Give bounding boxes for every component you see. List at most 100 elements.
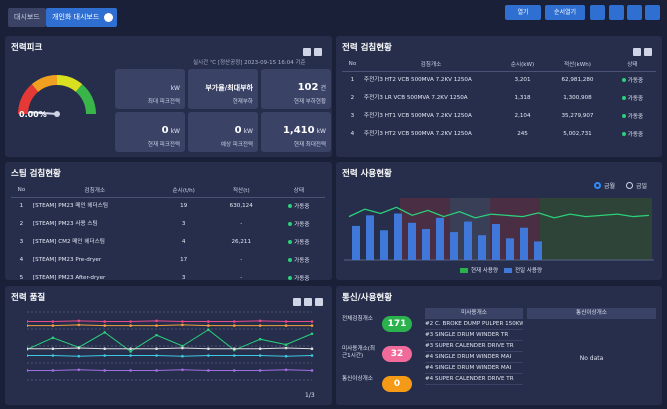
point <box>51 324 55 327</box>
point <box>27 354 29 357</box>
stat-box: 0 kW 예상 피크전력 <box>188 112 258 152</box>
table-row: 4 [STEAM] PM23 Pre-dryer 17 - 가동중 <box>11 251 325 269</box>
cell: 62,981,280 <box>546 71 609 89</box>
cell: 가동중 <box>609 125 656 143</box>
column-header: No <box>342 58 363 72</box>
cell: 2,104 <box>499 107 546 125</box>
bar <box>408 222 416 260</box>
point <box>310 320 314 323</box>
point <box>181 323 184 327</box>
cell: 주전기3 HT2 VCB 500MVA 7.2KV 1250A <box>363 125 499 143</box>
pagination[interactable]: 1/3 <box>305 392 315 399</box>
point <box>51 347 55 351</box>
cell: 3,201 <box>499 71 546 89</box>
toolbar-button[interactable]: 열기 <box>505 5 541 20</box>
tab-active[interactable]: 개인화 대시보드 <box>46 8 118 27</box>
cell: 주전기3 HT2 VCB 500MVA 7.2KV 1250A <box>363 71 499 89</box>
cell-text: [STEAM] CM2 메인 헤더스팀 <box>32 238 105 245</box>
point <box>284 346 288 350</box>
counter-label: 통신이상개소 <box>342 376 373 382</box>
point <box>103 369 107 372</box>
stat-value: 102 <box>297 82 319 93</box>
icon-button[interactable] <box>609 5 624 20</box>
cell: [STEAM] PM23 메인 헤더스팀 <box>32 197 158 215</box>
cell: 2 <box>11 215 32 233</box>
counter: 통신이상개소 0 <box>342 376 432 394</box>
panel-title: 전력 품질 <box>11 293 46 303</box>
cell-text: 3 <box>181 275 186 281</box>
point <box>207 328 210 331</box>
point <box>51 336 55 340</box>
cell-text: 주전기3 HT2 VCB 500MVA 7.2KV 1250A <box>363 76 472 83</box>
stat-value: 부가율/최대부하 <box>205 84 253 92</box>
cell: - <box>210 269 273 287</box>
column-header: 검침개소 <box>31 184 158 198</box>
cell: 3 <box>11 233 32 251</box>
column-header: No <box>11 184 32 198</box>
point <box>258 319 262 323</box>
cell-text: 가동중 <box>294 204 310 211</box>
radio[interactable] <box>594 182 601 189</box>
tab[interactable]: 대시보드 <box>8 8 46 27</box>
bar <box>464 221 472 260</box>
counter-value: 171 <box>382 316 412 332</box>
cell-text: 주전기3 HT1 VCB 500MVA 7.2KV 1250A <box>363 112 472 119</box>
point <box>181 344 184 348</box>
point <box>155 347 158 351</box>
bar <box>422 229 430 260</box>
cell: 1 <box>342 71 363 89</box>
status-dot <box>288 276 293 280</box>
panel-icons[interactable] <box>290 291 326 306</box>
stat-unit: kW <box>243 128 253 135</box>
point <box>207 324 210 327</box>
cell-text: 주전기3 LR VCB 500MVA 7.2KV 1250A <box>363 94 468 101</box>
cell-text: 가동중 <box>294 276 310 282</box>
cell: 35,279,907 <box>546 107 609 125</box>
table-row: 1 주전기3 HT2 VCB 500MVA 7.2KV 1250A 3,201 62,… <box>342 71 656 89</box>
cell-text: 5,002,731 <box>563 131 592 137</box>
cell-text: 1 <box>19 203 24 210</box>
cell: 3 <box>342 107 363 125</box>
icon-button[interactable] <box>627 5 642 20</box>
panel-title: 전력 사용현황 <box>342 169 392 179</box>
steam-table: No 검침개소 순시(t/h) 적산(t) 상태 1 [STEAM] PM23 메인 헤더스… <box>11 184 325 287</box>
cell-text: [STEAM] PM23 사용 스팀 <box>32 220 98 227</box>
radio-label: 금일 <box>636 183 648 190</box>
point <box>181 368 184 372</box>
radio[interactable] <box>626 182 633 189</box>
point <box>77 319 81 323</box>
status-dot <box>288 240 293 244</box>
cell: [STEAM] PM23 After-dryer <box>32 269 158 287</box>
quality-line <box>27 320 312 323</box>
counter-value: 0 <box>382 376 412 392</box>
cell-text: 4 <box>19 257 24 263</box>
close-tab[interactable] <box>104 13 113 22</box>
table-row: 5 [STEAM] PM23 After-dryer 3 - 가동중 <box>11 269 325 287</box>
cell-text: 62,981,280 <box>561 77 594 84</box>
quality-line <box>27 324 312 327</box>
table-row: 4 주전기3 HT2 VCB 500MVA 7.2KV 1250A 245 5,002… <box>342 125 656 143</box>
cell-text: 1 <box>350 77 355 84</box>
point <box>27 324 29 327</box>
header-row: No 검침개소 순시(kW) 적산(kWh) 상태 <box>342 58 656 72</box>
cell-text: 가동중 <box>627 132 644 138</box>
point <box>51 354 55 357</box>
point <box>284 343 288 346</box>
panel-icons[interactable] <box>300 41 326 56</box>
status-dot <box>621 114 626 118</box>
bar <box>534 241 542 260</box>
panel-title: 전력피크 <box>11 43 43 53</box>
table-row: 3 주전기3 HT1 VCB 500MVA 7.2KV 1250A 2,104 35,… <box>342 107 656 125</box>
point <box>207 320 210 323</box>
column-header: 검침개소 <box>362 58 499 72</box>
cell: 가동중 <box>609 107 656 125</box>
cell-text: 3,201 <box>514 77 531 84</box>
panel-icons[interactable] <box>630 41 656 56</box>
icon-button[interactable] <box>645 5 660 20</box>
point <box>284 354 288 358</box>
toolbar-button[interactable]: 순서열기 <box>545 5 585 20</box>
column-header: 적산(t) <box>209 184 273 198</box>
cell-text: 가동중 <box>627 114 644 120</box>
icon-button[interactable] <box>590 5 605 20</box>
cell-text: - <box>240 221 243 227</box>
